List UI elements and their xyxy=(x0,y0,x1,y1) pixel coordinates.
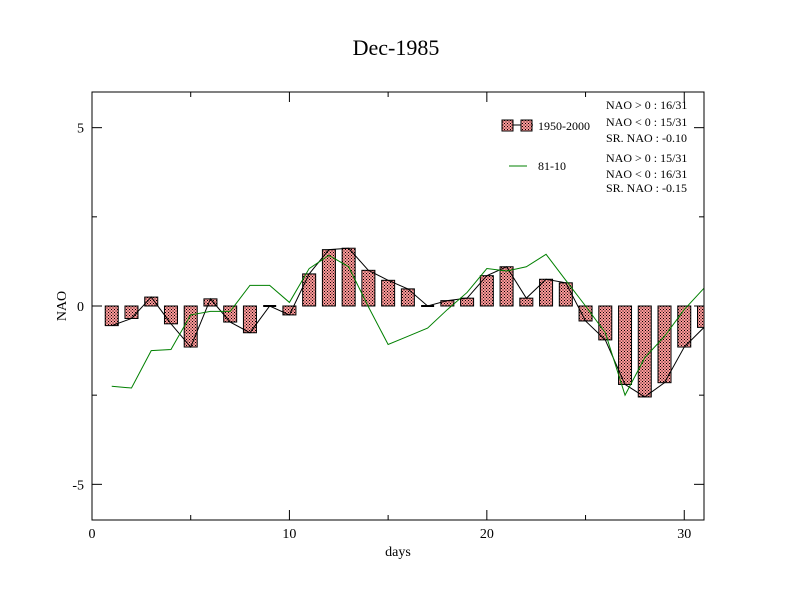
legend-bar-swatch-2 xyxy=(520,119,533,132)
chart-title: Dec-1985 xyxy=(353,35,440,60)
bar-day-27 xyxy=(618,305,633,385)
legend-bar-swatch-1 xyxy=(501,119,514,132)
y-tick-label-5: 5 xyxy=(77,122,84,137)
bar-day-16 xyxy=(400,288,415,307)
legend-label-81-10: 81-10 xyxy=(538,159,566,173)
y-axis-label: NAO xyxy=(55,291,70,321)
line-81-10 xyxy=(111,253,704,397)
bar-day-7 xyxy=(223,305,238,323)
legend-label-1950-2000: 1950-2000 xyxy=(538,119,590,133)
bar-day-13 xyxy=(341,247,356,307)
x-tick-label-20: 20 xyxy=(480,527,494,542)
stat-1950-sr: SR. NAO : -0.10 xyxy=(606,131,687,145)
line-1950-2000 xyxy=(111,247,704,398)
stat-1950-pos: NAO > 0 : 16/31 xyxy=(606,98,687,112)
bar-day-26 xyxy=(598,305,613,341)
x-axis-label: days xyxy=(385,545,411,560)
y-tick-label-0: 0 xyxy=(77,300,84,315)
bar-day-31 xyxy=(697,305,704,328)
bar-day-21 xyxy=(499,266,514,307)
bar-day-5 xyxy=(183,305,198,348)
bar-day-8 xyxy=(242,305,257,334)
y-tick-label--5: -5 xyxy=(72,478,84,493)
stat-8110-neg: NAO < 0 : 16/31 xyxy=(606,167,687,181)
bar-day-14 xyxy=(361,269,376,307)
x-tick-label-0: 0 xyxy=(89,527,96,542)
stats-annotations: NAO > 0 : 16/31 NAO < 0 : 15/31 SR. NAO … xyxy=(606,98,687,195)
stat-8110-sr: SR. NAO : -0.15 xyxy=(606,181,687,195)
bar-day-22 xyxy=(519,297,534,307)
stat-8110-pos: NAO > 0 : 15/31 xyxy=(606,151,687,165)
bar-day-1 xyxy=(104,305,119,327)
bars-series xyxy=(104,247,704,398)
legend: 1950-2000 81-10 xyxy=(501,119,590,173)
bar-day-25 xyxy=(578,305,593,322)
x-tick-label-30: 30 xyxy=(677,527,691,542)
bar-day-19 xyxy=(460,297,475,307)
x-tick-label-10: 10 xyxy=(282,527,296,542)
lines-layer xyxy=(111,247,704,398)
bar-day-10 xyxy=(282,305,297,316)
bar-day-2 xyxy=(124,305,139,319)
bar-day-29 xyxy=(657,305,672,384)
bar-day-11 xyxy=(302,273,317,307)
bar-day-15 xyxy=(381,279,396,307)
axis-ticks: 0 10 20 30 5 0 -5 xyxy=(72,92,704,542)
bar-day-4 xyxy=(163,305,178,325)
stat-1950-neg: NAO < 0 : 15/31 xyxy=(606,115,687,129)
bar-day-28 xyxy=(637,305,652,398)
bar-day-30 xyxy=(677,305,692,348)
